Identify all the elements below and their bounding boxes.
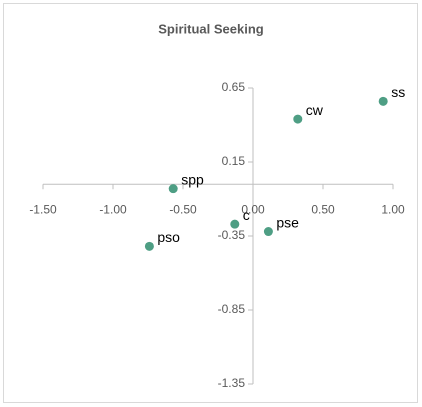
point [378, 96, 388, 106]
chart-title: Spiritual Seeking [158, 21, 264, 36]
point-label: ss [391, 84, 405, 100]
x-tick-label: -1.50 [29, 202, 57, 216]
point [144, 241, 154, 251]
chart-border [3, 3, 418, 403]
point [168, 184, 178, 194]
x-tick-label: -0.50 [169, 202, 197, 216]
point [293, 114, 303, 124]
point-label: spp [181, 171, 204, 187]
y-tick-label: -1.35 [218, 376, 246, 390]
point-label: cw [306, 102, 324, 118]
x-tick-label: 0.00 [241, 202, 265, 216]
x-tick-label: -1.00 [99, 202, 127, 216]
point [263, 227, 273, 237]
y-tick-label: 0.15 [222, 154, 246, 168]
y-tick-label: -0.35 [218, 228, 246, 242]
point-label: pse [276, 214, 299, 230]
x-tick-label: 0.50 [311, 202, 335, 216]
y-tick-label: 0.65 [222, 80, 246, 94]
point-label: c [243, 207, 250, 223]
point [230, 219, 240, 229]
point-label: pso [157, 229, 180, 245]
x-tick-label: 1.00 [381, 202, 405, 216]
y-tick-label: -0.85 [218, 302, 246, 316]
